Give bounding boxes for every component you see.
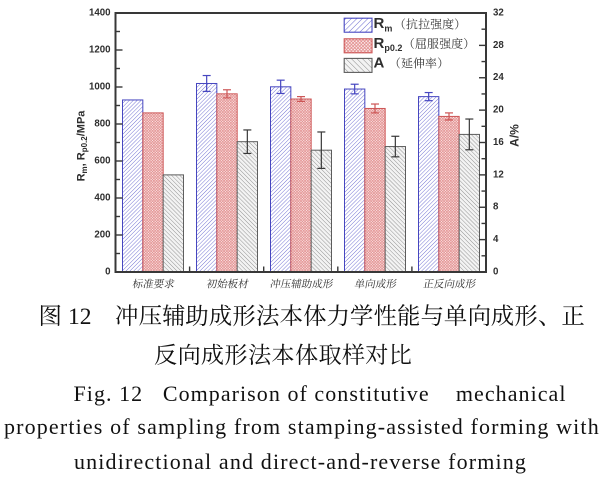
svg-text:16: 16 xyxy=(493,137,504,148)
svg-text:0: 0 xyxy=(493,266,498,277)
svg-text:20: 20 xyxy=(493,105,504,116)
svg-text:（延伸率）: （延伸率） xyxy=(389,55,449,72)
svg-text:（屈服强度）: （屈服强度） xyxy=(403,35,475,52)
svg-text:初始板材: 初始板材 xyxy=(205,277,250,292)
svg-text:正反向成形: 正反向成形 xyxy=(422,277,478,292)
svg-text:A/%: A/% xyxy=(508,124,522,147)
svg-text:28: 28 xyxy=(493,40,504,51)
svg-text:200: 200 xyxy=(94,229,110,240)
svg-text:1000: 1000 xyxy=(89,81,111,92)
svg-text:单向成形: 单向成形 xyxy=(353,277,398,292)
svg-text:24: 24 xyxy=(493,72,504,83)
svg-text:1200: 1200 xyxy=(89,44,111,55)
svg-text:A: A xyxy=(374,54,385,71)
svg-text:8: 8 xyxy=(493,202,499,213)
svg-text:400: 400 xyxy=(94,192,110,203)
svg-text:4: 4 xyxy=(493,234,499,245)
svg-text:12: 12 xyxy=(493,169,504,180)
svg-text:冲压辅助成形: 冲压辅助成形 xyxy=(269,277,335,292)
svg-text:（抗拉强度）: （抗拉强度） xyxy=(394,15,466,32)
svg-text:600: 600 xyxy=(94,155,110,166)
svg-text:32: 32 xyxy=(493,7,504,18)
svg-text:800: 800 xyxy=(94,118,110,129)
svg-text:标准要求: 标准要求 xyxy=(131,277,176,292)
svg-text:1400: 1400 xyxy=(89,7,111,18)
svg-text:0: 0 xyxy=(105,266,110,277)
svg-text:Rm, Rp0.2/MPa: Rm, Rp0.2/MPa xyxy=(76,110,90,182)
